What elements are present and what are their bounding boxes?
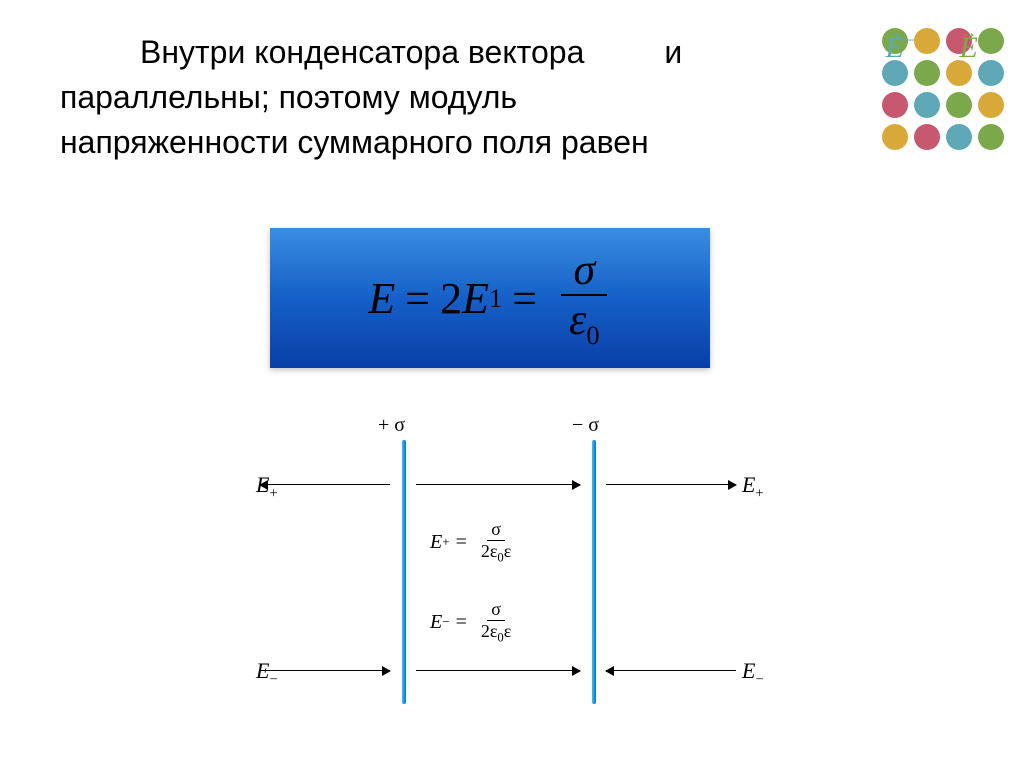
- field-arrow: [606, 484, 736, 485]
- vector-e-minus-sign: −: [904, 30, 916, 50]
- formula-equals-1: =: [405, 273, 430, 324]
- arrow-line: [606, 484, 736, 485]
- decoration-dot: [914, 28, 940, 54]
- field-arrow: [260, 484, 390, 485]
- decoration-dot: [882, 92, 908, 118]
- vector-e-plus-sign: +: [978, 30, 990, 50]
- decoration-dot: [946, 92, 972, 118]
- paragraph-line-2: параллельны; поэтому модуль: [60, 75, 864, 120]
- formula-denominator: ε0: [557, 296, 612, 350]
- vector-arrow-icon: →: [960, 22, 978, 43]
- arrow-line: [416, 670, 580, 671]
- formula-equals-2: =: [512, 273, 537, 324]
- decoration-dot: [882, 124, 908, 150]
- field-label: E+: [742, 472, 764, 502]
- field-arrow: [606, 670, 736, 671]
- plate-right: [592, 440, 596, 704]
- field-label: E−: [742, 658, 764, 688]
- decoration-dot: [978, 124, 1004, 150]
- capacitor-diagram: + σ − σ E+E+E−E−E+=σ2ε0εE−=σ2ε0ε: [260, 430, 760, 730]
- vector-arrow-icon: →: [886, 22, 904, 43]
- paragraph-line-3: напряженности суммарного поля равен: [60, 120, 864, 165]
- field-label: E+: [256, 472, 278, 502]
- decoration-dot: [978, 92, 1004, 118]
- inner-formula: E−=σ2ε0ε: [430, 600, 513, 645]
- vector-e-minus: → E−: [886, 30, 916, 65]
- sigma-minus-label: − σ: [572, 414, 599, 437]
- field-arrow: [260, 670, 390, 671]
- formula-mid-var: E: [462, 273, 489, 324]
- decoration-dot: [914, 124, 940, 150]
- main-formula: E = 2E1 = σ ε0: [270, 228, 710, 368]
- sigma-plus-label: + σ: [378, 414, 405, 437]
- field-arrow: [416, 670, 580, 671]
- formula-coef: 2: [440, 273, 462, 324]
- inner-formula: E+=σ2ε0ε: [430, 520, 513, 565]
- paragraph-line-1: Внутри конденсатора вектора и: [140, 30, 864, 75]
- field-arrow: [416, 484, 580, 485]
- plate-left: [402, 440, 406, 704]
- formula-lhs: E: [368, 273, 395, 324]
- decoration-dot: [914, 60, 940, 86]
- decoration-dot: [946, 124, 972, 150]
- paragraph: Внутри конденсатора вектора и параллельн…: [60, 30, 864, 164]
- arrow-line: [416, 484, 580, 485]
- field-label: E−: [256, 658, 278, 688]
- arrow-line: [260, 484, 390, 485]
- formula-mid-sub: 1: [489, 283, 502, 314]
- vector-e-plus: → E+: [960, 30, 990, 65]
- formula-fraction: σ ε0: [557, 246, 612, 350]
- arrow-line: [260, 670, 390, 671]
- formula-numerator: σ: [561, 246, 607, 296]
- arrow-line: [606, 670, 736, 671]
- decoration-dot: [914, 92, 940, 118]
